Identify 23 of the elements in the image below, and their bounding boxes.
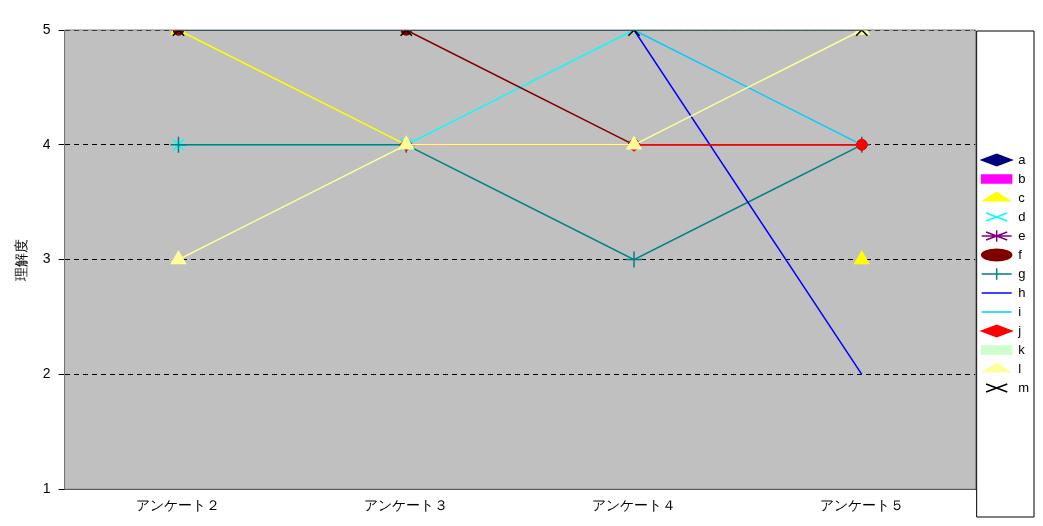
legend-label: d [1018,208,1026,224]
y-tick-label: 1 [42,480,51,497]
legend-label: g [1018,265,1026,281]
y-tick-label: 2 [42,365,51,382]
legend-label: a [1018,151,1027,167]
y-tick-label: 4 [42,135,51,152]
x-tick-label: アンケート５ [819,497,904,514]
legend-label: i [1018,303,1022,319]
legend-label: h [1018,284,1026,300]
legend-label: b [1018,170,1026,186]
legend-label: f [1018,246,1023,262]
legend-label: j [1017,322,1022,338]
legend-label: l [1018,360,1022,376]
x-tick-label: アンケート２ [136,497,221,514]
x-tick-label: アンケート３ [364,497,449,514]
legend-label: k [1018,341,1026,357]
y-tick-label: 3 [42,250,51,267]
legend-label: c [1018,189,1026,205]
x-tick-label: アンケート４ [592,497,677,514]
legend-label: e [1018,227,1026,243]
y-axis-title: 理解度 [13,238,30,281]
y-tick-label: 5 [42,20,51,37]
legend-label: m [1018,379,1030,395]
